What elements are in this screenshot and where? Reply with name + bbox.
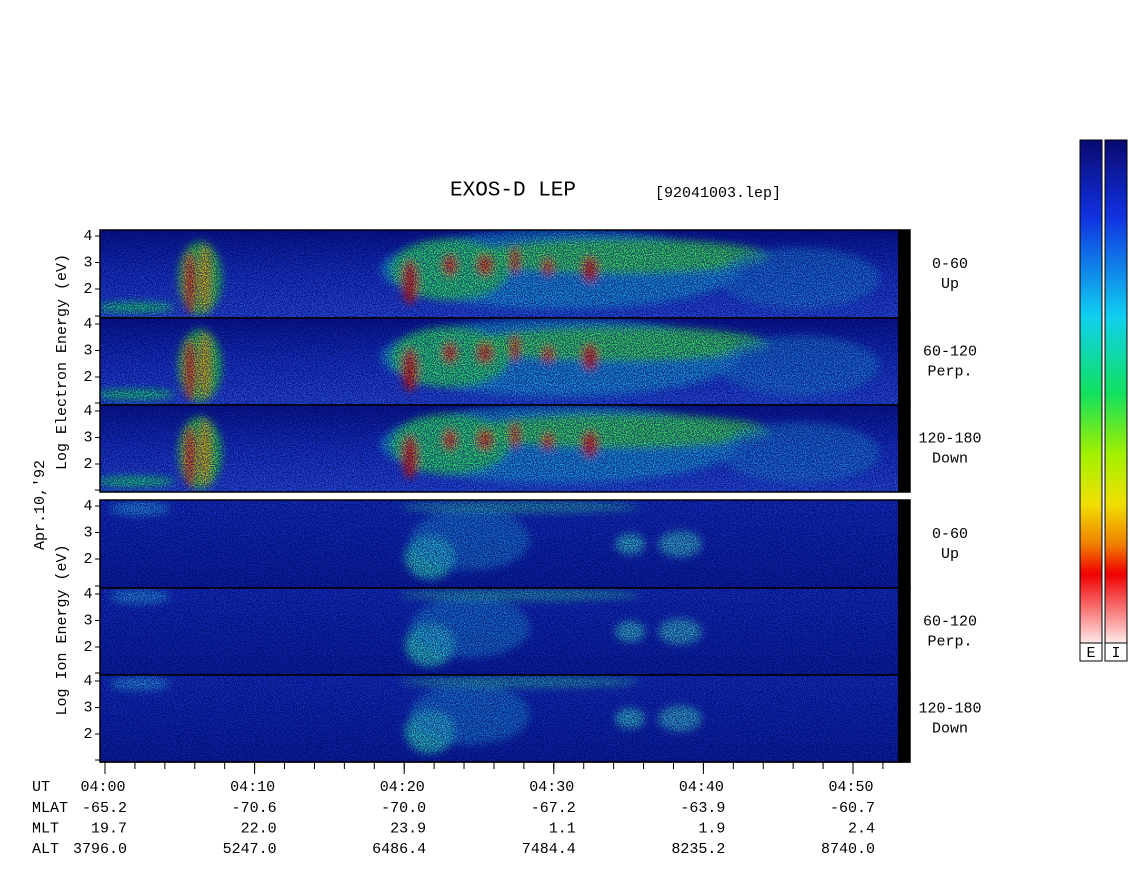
panel: [100, 588, 898, 675]
energy-tick-label: 2: [83, 456, 92, 473]
time-axis: UT 04:00 04:10 04:20 04:30 04:40 04:50 MLAT -65.…: [32, 761, 910, 858]
pitch-label: 120-180: [918, 430, 981, 447]
row-value: -65.2: [82, 800, 127, 817]
row-value: -70.6: [232, 800, 277, 817]
energy-tick-label: 2: [83, 369, 92, 386]
spectrograms: 4 3 2 0-60 Up 4 3 2 60-120 Perp. 4 3 2 120-180 Down 4 3 2…: [83, 228, 982, 763]
right-strip: [898, 230, 910, 318]
energy-tick-label: 3: [83, 612, 92, 629]
pitch-label: 0-60: [932, 256, 968, 273]
row-value: 8740.0: [821, 841, 875, 858]
row-value: 1.1: [549, 820, 576, 837]
right-strip: [898, 588, 910, 675]
date-label: Apr.10,'92: [32, 460, 49, 550]
row-value: 22.0: [241, 820, 277, 837]
energy-tick-label: 4: [83, 586, 92, 603]
row-value: 6486.4: [372, 841, 426, 858]
colorbar-label: I: [1111, 645, 1120, 662]
row-value: 8235.2: [671, 841, 725, 858]
time-tick-label: 04:30: [529, 779, 574, 796]
direction-label: Up: [941, 546, 959, 563]
energy-tick-label: 4: [83, 673, 92, 690]
ion-axis-label: Log Ion Energy (eV): [54, 544, 71, 715]
colorbars: E I: [1079, 139, 1128, 662]
row-value: 5247.0: [223, 841, 277, 858]
right-strip: [898, 675, 910, 762]
energy-tick-label: 4: [83, 498, 92, 515]
row-value: -60.7: [830, 800, 875, 817]
energy-tick-label: 4: [83, 228, 92, 245]
time-tick-label: 04:10: [230, 779, 275, 796]
row-value: 3796.0: [73, 841, 127, 858]
electron-axis-label: Log Electron Energy (eV): [54, 254, 71, 470]
time-tick-label: 04:20: [380, 779, 425, 796]
time-tick-label: 04:40: [679, 779, 724, 796]
direction-label: Down: [932, 450, 968, 467]
energy-tick-label: 3: [83, 699, 92, 716]
energy-tick-label: 3: [83, 429, 92, 446]
time-axis-label: UT: [32, 779, 50, 796]
file-name: [92041003.lep]: [655, 185, 781, 202]
noise: [100, 230, 898, 318]
pitch-label: 0-60: [932, 526, 968, 543]
energy-tick-label: 3: [83, 342, 92, 359]
energy-tick-label: 3: [83, 254, 92, 271]
panel: [100, 675, 898, 762]
colorbar-label: E: [1086, 645, 1095, 662]
energy-tick-label: 2: [83, 551, 92, 568]
energy-tick-label: 3: [83, 524, 92, 541]
right-strip: [898, 405, 910, 492]
pitch-label: 60-120: [923, 343, 977, 360]
row-value: 2.4: [848, 820, 875, 837]
panel: [100, 500, 898, 588]
row-value: 23.9: [390, 820, 426, 837]
row-name: MLT: [32, 820, 59, 837]
energy-tick-label: 2: [83, 281, 92, 298]
energy-tick-label: 4: [83, 316, 92, 333]
row-name: MLAT: [32, 800, 68, 817]
row-value: -63.9: [680, 800, 725, 817]
panel: [100, 230, 898, 318]
title: EXOS-D LEP: [450, 180, 576, 203]
direction-label: Down: [932, 720, 968, 737]
colorbar-label-box: [1104, 642, 1128, 662]
row-value: -67.2: [531, 800, 576, 817]
right-strip: [898, 318, 910, 405]
colorbar: [1104, 139, 1128, 646]
panel: [100, 405, 898, 492]
direction-label: Perp.: [927, 633, 972, 650]
row-value: 1.9: [698, 820, 725, 837]
noise: [100, 588, 898, 675]
panel: [100, 318, 898, 405]
energy-tick-label: 2: [83, 726, 92, 743]
pitch-label: 60-120: [923, 613, 977, 630]
direction-label: Up: [941, 276, 959, 293]
noise: [100, 500, 898, 588]
colorbar-label-box: [1079, 642, 1103, 662]
colorbar: [1079, 139, 1103, 646]
row-value: 7484.4: [522, 841, 576, 858]
panel-frame: [99, 404, 911, 493]
row-value: -70.0: [381, 800, 426, 817]
energy-tick-label: 4: [83, 403, 92, 420]
noise: [100, 675, 898, 762]
row-value: 19.7: [91, 820, 127, 837]
row-name: ALT: [32, 841, 59, 858]
time-tick-label: 04:00: [80, 779, 125, 796]
noise: [100, 318, 898, 405]
direction-label: Perp.: [927, 363, 972, 380]
energy-tick-label: 2: [83, 639, 92, 656]
pitch-label: 120-180: [918, 700, 981, 717]
right-strip: [898, 500, 910, 588]
noise: [100, 405, 898, 492]
time-tick-label: 04:50: [828, 779, 873, 796]
